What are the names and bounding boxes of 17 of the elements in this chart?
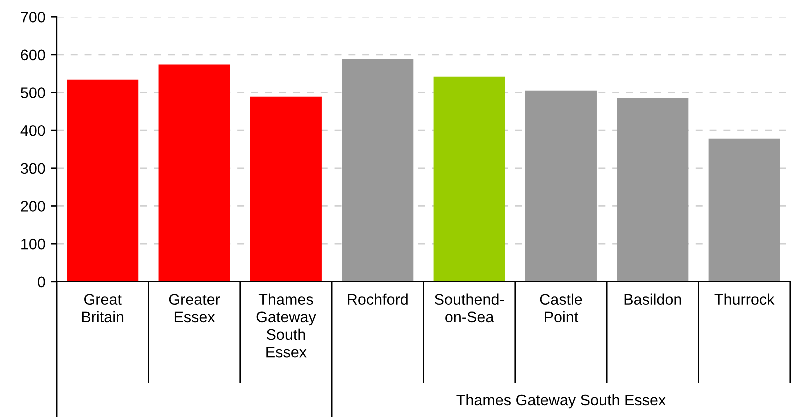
- y-tick-label: 600: [21, 50, 46, 61]
- y-tick-label: 700: [21, 12, 46, 23]
- x-tick-label: Rochford: [348, 294, 408, 306]
- x-tick-label: Southend- on-Sea: [435, 294, 504, 323]
- x-tick-label: Greater Essex: [169, 294, 220, 323]
- text: Thames Gateway South Essex: [456, 394, 666, 409]
- x-tick-label: Thames Gateway South Essex: [256, 294, 316, 358]
- y-tick-label: 0: [38, 276, 46, 288]
- x-tick-label: Great Britain: [82, 294, 124, 323]
- y-tick-label: 200: [21, 201, 46, 212]
- y-tick-label: 500: [21, 88, 46, 98]
- x-tick-label: Castle Point: [540, 294, 582, 323]
- x-tick-label: Thurrock: [714, 294, 775, 306]
- y-tick-label: 100: [22, 238, 46, 250]
- y-tick-label: 400: [20, 125, 46, 136]
- x-tick-label: Basildon: [624, 294, 682, 306]
- y-tick-label: 300: [21, 163, 46, 174]
